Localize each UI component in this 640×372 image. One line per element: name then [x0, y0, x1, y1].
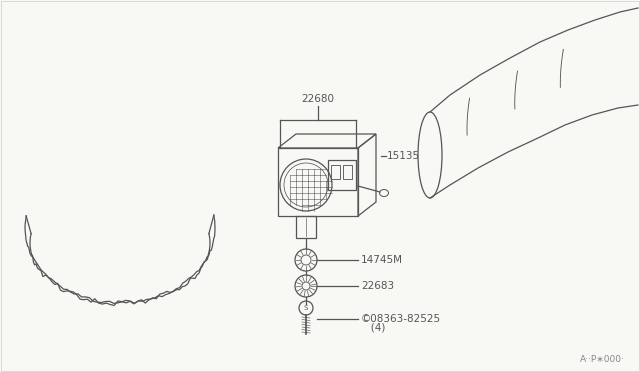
Text: ©08363-82525: ©08363-82525	[361, 314, 441, 324]
Text: (4): (4)	[361, 323, 385, 333]
Bar	[296, 216, 316, 238]
Text: 14745M: 14745M	[361, 255, 403, 265]
Text: A··P∗000·: A··P∗000·	[580, 355, 625, 364]
Text: 15135: 15135	[387, 151, 420, 161]
Text: 22680: 22680	[301, 94, 335, 104]
Bar	[343, 165, 352, 179]
Bar	[331, 165, 340, 179]
Bar	[328, 160, 356, 190]
Text: S: S	[304, 305, 308, 311]
Text: 22683: 22683	[361, 281, 394, 291]
